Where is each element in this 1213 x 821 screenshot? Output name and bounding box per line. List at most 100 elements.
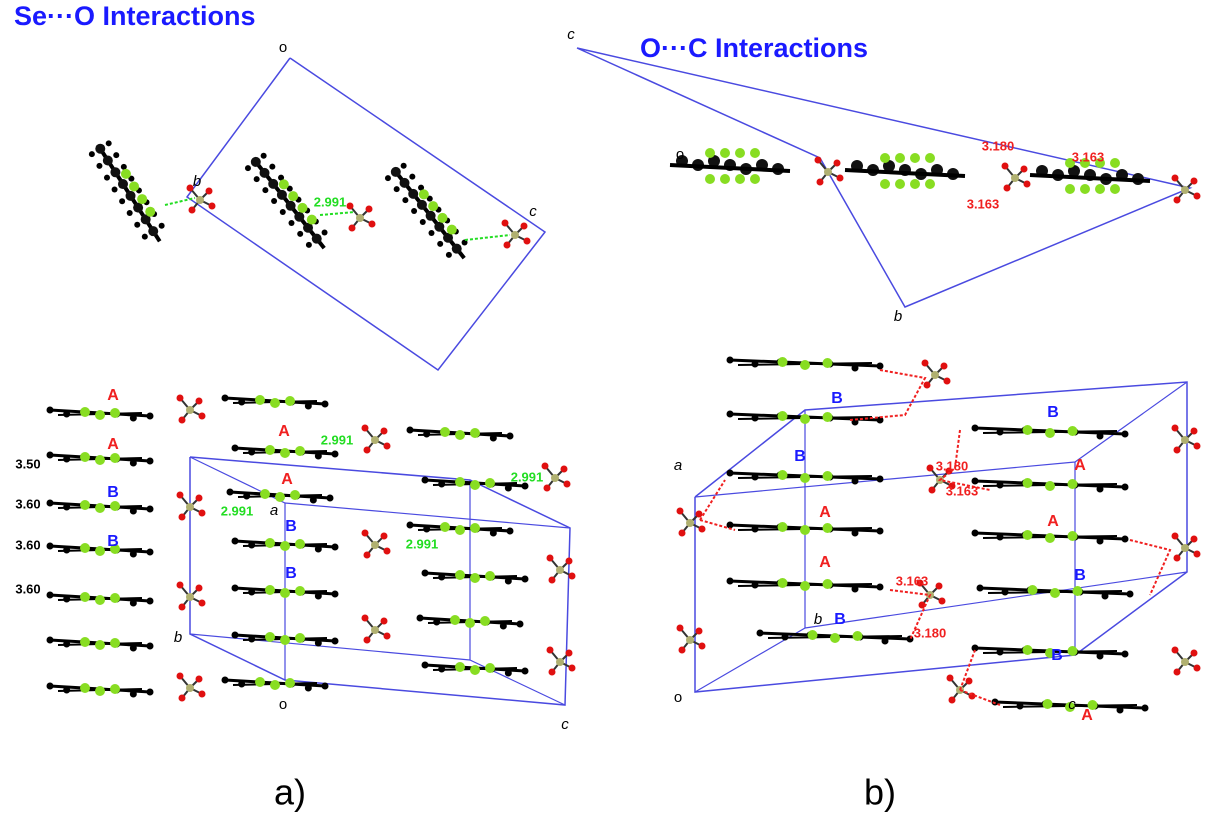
structure-label: A [107,436,119,453]
atom [409,174,415,180]
atom [782,634,789,641]
atom [547,555,554,562]
atom [972,425,979,432]
atom [561,466,568,473]
structure-label: A [1047,513,1059,530]
atom [222,395,229,402]
structure-label: A [278,423,290,440]
atom [882,638,889,645]
atom [434,222,444,232]
atom [129,181,139,191]
atom [420,219,426,225]
atom [485,571,495,581]
structure-label: 3.60 [15,496,40,511]
atom [1097,433,1104,440]
atom [248,636,255,643]
line [165,198,195,205]
atom [270,398,280,408]
atom [1110,158,1120,168]
atom [47,592,54,599]
atom [1097,538,1104,545]
atom [750,174,760,184]
atom [315,640,322,647]
atom [1181,658,1189,666]
atom [290,490,300,500]
atom [280,448,290,458]
atom [929,487,936,494]
atom [371,436,379,444]
atom [852,478,859,485]
atom [705,174,715,184]
structure-label: 3.163 [896,573,929,588]
atom [522,576,529,583]
atom [322,683,329,690]
atom [446,252,452,258]
atom [551,474,559,482]
atom [402,197,408,203]
atom [480,616,490,626]
atom [437,213,447,223]
atom [426,211,436,221]
atom [80,637,90,647]
atom [823,358,833,368]
atom [452,244,462,254]
atom [147,689,154,696]
structure-label: A [1081,707,1093,724]
atom [63,641,70,648]
atom [279,179,289,189]
atom [438,574,445,581]
atom [112,186,118,192]
atom [450,615,460,625]
atom [80,543,90,553]
atom [556,658,564,666]
structure-label: a [674,457,682,474]
atom [1095,184,1105,194]
atom [142,234,148,240]
atom [823,471,833,481]
atom [295,586,305,596]
atom [1122,536,1129,543]
atom [800,473,810,483]
atom [925,179,935,189]
atom [47,452,54,459]
atom [823,523,833,533]
structure-label: 3.50 [15,456,40,471]
atom [196,676,203,683]
atom [407,522,414,529]
atom [505,670,512,677]
structure-label: b [193,173,201,190]
atom [455,570,465,580]
atom [96,163,102,169]
atom [255,395,265,405]
atom [727,470,734,477]
atom [295,539,305,549]
atom [455,662,465,672]
atom [186,593,194,601]
atom [119,198,125,204]
atom [315,546,322,553]
atom [927,465,934,472]
atom [931,371,939,379]
atom [752,582,759,589]
atom [1045,533,1055,543]
atom [727,411,734,418]
atom [130,691,137,698]
atom [63,411,70,418]
atom [199,413,206,420]
atom [977,585,984,592]
atom [997,429,1004,436]
atom [381,618,388,625]
atom [227,489,234,496]
atom [705,148,715,158]
atom [312,234,322,244]
atom [306,242,312,248]
atom [939,598,946,605]
atom [1021,166,1028,173]
panel-title: Se···O Interactions [14,1,256,31]
atom [852,530,859,537]
atom [1045,481,1055,491]
atom [490,435,497,442]
atom [1172,533,1179,540]
atom [381,533,388,540]
atom [1002,589,1009,596]
